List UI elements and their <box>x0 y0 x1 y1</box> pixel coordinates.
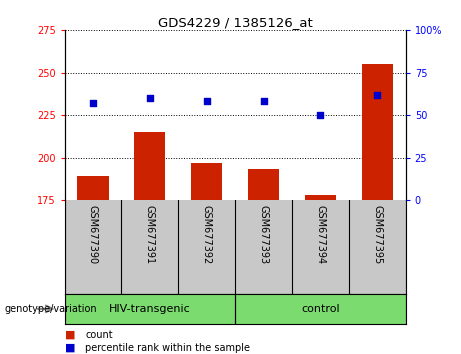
Point <box>317 112 324 118</box>
Point <box>146 95 154 101</box>
Text: control: control <box>301 304 340 314</box>
Text: GSM677391: GSM677391 <box>145 205 155 264</box>
Bar <box>305 195 336 200</box>
Bar <box>248 170 279 200</box>
Point <box>373 92 381 97</box>
Bar <box>191 162 222 200</box>
Point <box>260 99 267 104</box>
Text: GSM677393: GSM677393 <box>259 205 269 264</box>
Text: GSM677390: GSM677390 <box>88 205 98 264</box>
Text: percentile rank within the sample: percentile rank within the sample <box>85 343 250 353</box>
Text: ■: ■ <box>65 330 75 340</box>
Text: ■: ■ <box>65 343 75 353</box>
Bar <box>134 132 165 200</box>
Point <box>89 100 97 106</box>
Text: GSM677395: GSM677395 <box>372 205 382 264</box>
Bar <box>77 176 109 200</box>
Point <box>203 99 210 104</box>
Text: HIV-transgenic: HIV-transgenic <box>109 304 191 314</box>
Text: GSM677394: GSM677394 <box>315 205 325 264</box>
Title: GDS4229 / 1385126_at: GDS4229 / 1385126_at <box>158 16 313 29</box>
Text: GSM677392: GSM677392 <box>201 205 212 264</box>
Bar <box>361 64 393 200</box>
Text: count: count <box>85 330 113 340</box>
Text: genotype/variation: genotype/variation <box>5 304 97 314</box>
